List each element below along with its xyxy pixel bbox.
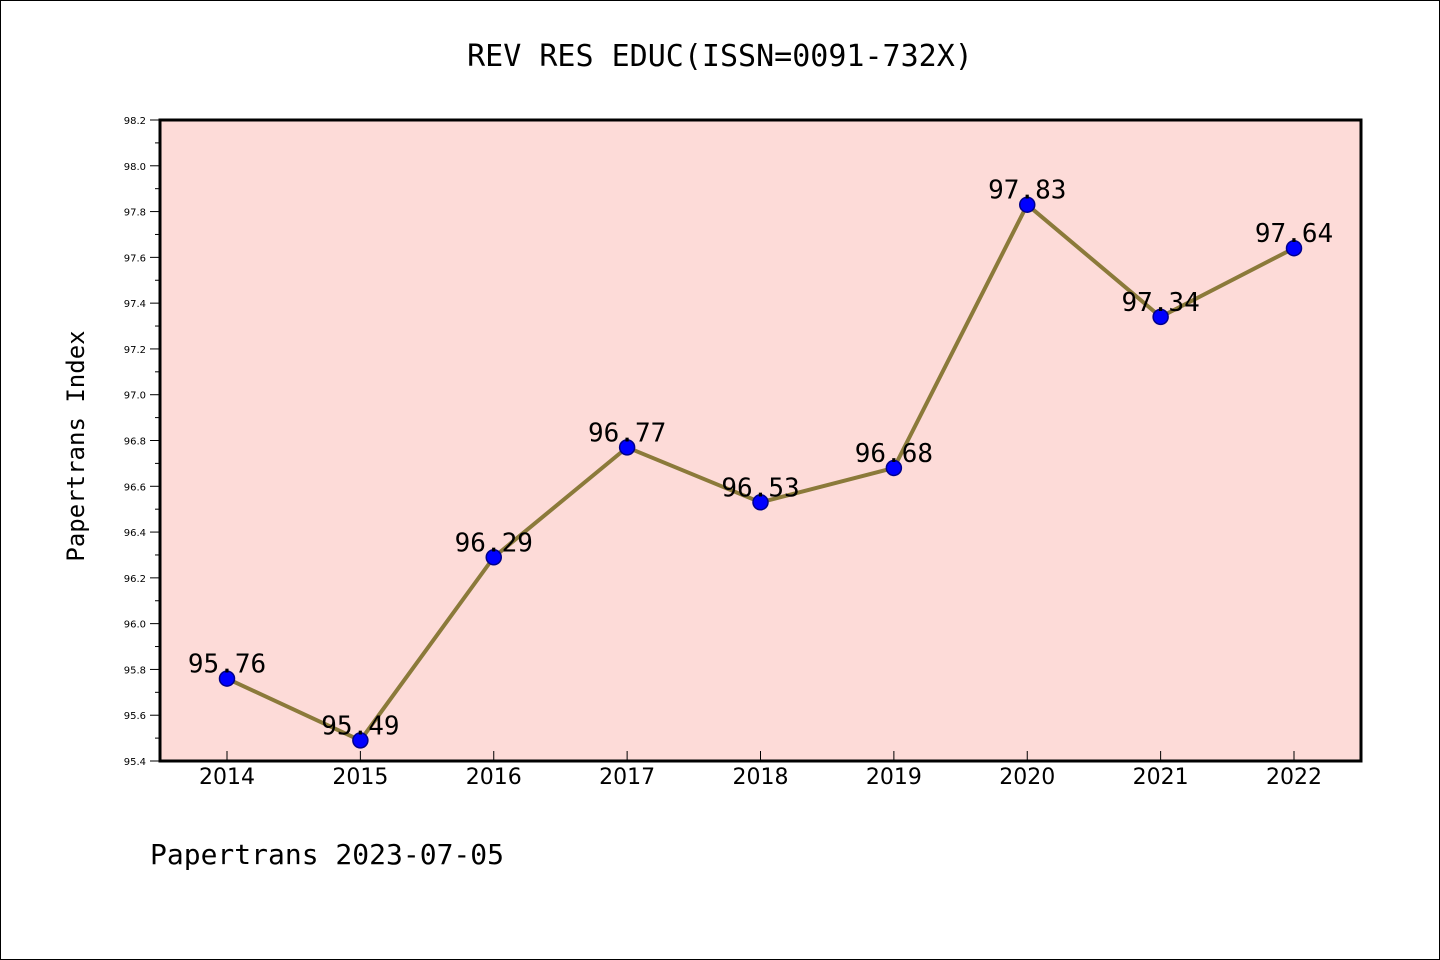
data-point (352, 732, 369, 749)
y-tick-label: 96.0 (124, 620, 146, 631)
y-axis-label: Papertrans Index (62, 330, 90, 561)
data-point (885, 459, 903, 477)
y-tick-label: 97.6 (124, 253, 146, 264)
data-label: 97.83 (988, 176, 1066, 206)
y-tick-label: 95.6 (124, 711, 146, 722)
data-point (1152, 308, 1169, 326)
x-tick-label: 2017 (599, 765, 655, 790)
x-tick-label: 2014 (199, 765, 255, 790)
data-point (218, 670, 236, 687)
data-points (218, 196, 1303, 749)
y-tick-label: 95.8 (124, 665, 146, 676)
plot-area (158, 118, 1363, 763)
data-labels: 95.76 95.49 96.29 96.77 96.53 96.68 97.83 97.34… (188, 176, 1333, 742)
y-tick-label: 95.4 (124, 757, 146, 768)
data-label: 95.49 (321, 711, 399, 741)
y-tick-label: 96.2 (124, 574, 146, 585)
y-axis: 95.4 95.6 95.8 96.0 96.2 96.4 96.6 96.8 97.0 97.2… (124, 116, 160, 768)
x-axis: 2014 2015 2016 2017 2018 2019 2020 2021 2022 (199, 751, 1322, 790)
data-label: 97.34 (1121, 288, 1199, 318)
x-tick-label: 2022 (1266, 765, 1322, 790)
x-tick-label: 2021 (1133, 765, 1189, 790)
x-tick-label: 2016 (466, 765, 522, 790)
x-tick-label: 2020 (999, 765, 1055, 790)
y-tick-label: 98.2 (124, 116, 146, 127)
y-tick-label: 96.4 (124, 528, 146, 539)
y-tick-label: 97.4 (124, 299, 146, 310)
data-label: 95.76 (188, 650, 266, 680)
y-tick-label: 96.6 (124, 482, 146, 493)
y-tick-label: 97.2 (124, 345, 146, 356)
y-tick-label: 96.8 (124, 437, 146, 448)
footer-credit: Papertrans 2023-07-05 (150, 838, 504, 871)
x-tick-label: 2015 (332, 765, 388, 790)
data-point (485, 549, 502, 566)
y-tick-label: 97.8 (124, 208, 146, 219)
data-label: 96.53 (721, 473, 799, 503)
y-tick-label: 98.0 (124, 162, 146, 173)
data-label: 96.68 (855, 439, 933, 469)
chart-title: REV RES EDUC(ISSN=0091-732X) (467, 39, 973, 74)
y-tick-label: 97.0 (124, 391, 146, 402)
data-point (752, 494, 769, 511)
data-point (618, 439, 636, 456)
data-label: 96.77 (588, 418, 666, 448)
data-point (1019, 196, 1036, 213)
data-label: 96.29 (455, 528, 533, 558)
data-point (1285, 239, 1303, 257)
x-tick-label: 2019 (866, 765, 922, 790)
data-label: 97.64 (1255, 219, 1333, 249)
x-tick-label: 2018 (733, 765, 789, 790)
